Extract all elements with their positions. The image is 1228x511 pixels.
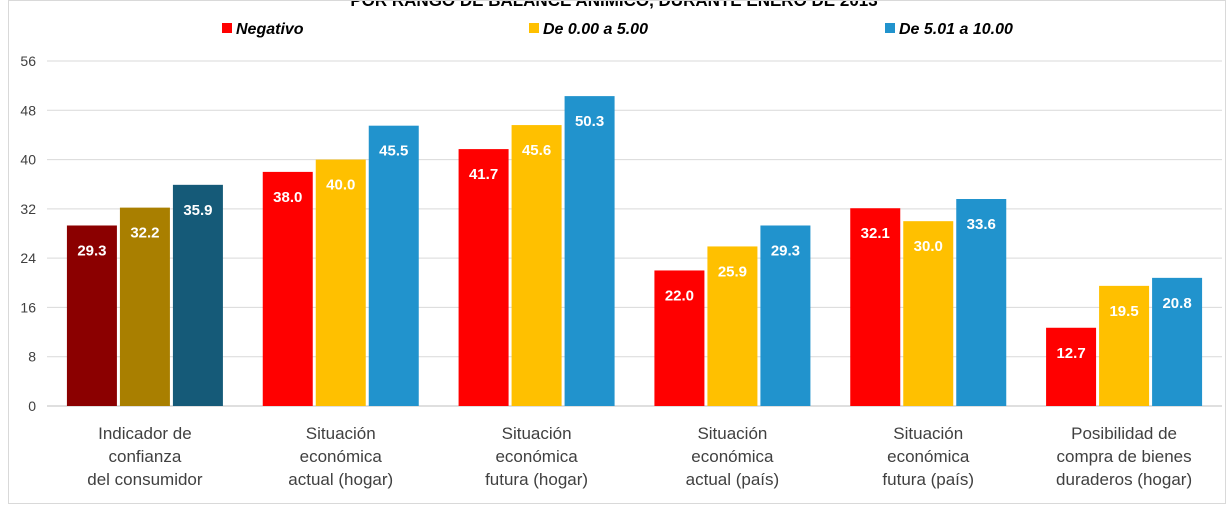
category-label: económica	[495, 447, 578, 466]
category-label: Indicador de	[98, 424, 192, 443]
category-label: futura (país)	[882, 470, 974, 489]
category-label: actual (país)	[686, 470, 780, 489]
y-tick-label: 48	[20, 102, 36, 118]
chart-title: POR RANGO DE BALANCE ANIMICO, DURANTE EN…	[350, 0, 877, 10]
chart-frame	[8, 0, 1226, 504]
legend-label: De 5.01 a 10.00	[899, 21, 1013, 38]
category-labels: Indicador de confianza del consumidor Situa…	[87, 424, 1192, 489]
bar	[368, 125, 419, 406]
bar-value-label: 33.6	[967, 216, 996, 233]
bar-value-label: 29.3	[771, 242, 800, 259]
bar-value-label: 45.6	[522, 142, 551, 159]
legend-swatch	[222, 23, 232, 33]
bar-value-label: 45.5	[379, 143, 408, 160]
bar	[458, 149, 509, 407]
legend-swatch	[885, 23, 895, 33]
y-tick-label: 32	[20, 201, 36, 217]
legend-swatch	[529, 23, 539, 33]
legend: Negativo De 0.00 a 5.00 De 5.01 a 10.00	[222, 21, 1013, 38]
y-axis-ticks: 0 8 16 24 32 40 48 56	[20, 53, 36, 414]
bar-value-label: 30.0	[914, 238, 943, 255]
y-tick-label: 40	[20, 152, 36, 168]
bar-value-label: 38.0	[273, 189, 302, 206]
category-label: confianza	[109, 447, 182, 466]
y-tick-label: 16	[20, 299, 36, 315]
bar-value-label: 35.9	[183, 202, 212, 219]
bar-value-label: 20.8	[1162, 295, 1191, 312]
bar-value-label: 41.7	[469, 166, 498, 183]
value-labels: 29.3 32.2 35.9 38.0 40.0 45.5 41.7 45.6 50.3 22.0…	[77, 113, 1191, 362]
bar	[66, 225, 117, 406]
bar	[564, 96, 615, 406]
category-label: económica	[691, 447, 774, 466]
bar	[1046, 327, 1097, 406]
bars	[66, 96, 1203, 407]
category-label: Posibilidad de	[1071, 424, 1177, 443]
bar-value-label: 29.3	[77, 242, 106, 259]
bar	[172, 184, 223, 406]
bar	[654, 270, 705, 406]
y-tick-label: 56	[20, 53, 36, 69]
bar	[903, 221, 954, 406]
category-label: Situación	[306, 424, 376, 443]
bar-value-label: 19.5	[1109, 303, 1138, 320]
bar-value-label: 32.1	[861, 225, 890, 242]
category-label: económica	[300, 447, 383, 466]
category-label: Situación	[502, 424, 572, 443]
category-label: del consumidor	[87, 470, 203, 489]
bar-value-label: 22.0	[665, 287, 694, 304]
bar-value-label: 50.3	[575, 113, 604, 130]
y-tick-label: 0	[28, 398, 36, 414]
bar	[707, 246, 758, 406]
y-tick-label: 8	[28, 349, 36, 365]
bar	[1099, 285, 1150, 406]
category-label: Situación	[893, 424, 963, 443]
legend-label: Negativo	[236, 21, 304, 38]
bar	[315, 159, 366, 406]
bar-value-label: 40.0	[326, 177, 355, 194]
legend-label: De 0.00 a 5.00	[543, 21, 648, 38]
category-label: económica	[887, 447, 970, 466]
bar	[956, 199, 1007, 406]
category-label: compra de bienes	[1057, 447, 1192, 466]
bar	[1152, 277, 1203, 406]
gridlines	[47, 60, 1222, 407]
bar	[760, 225, 811, 406]
category-label: actual (hogar)	[288, 470, 393, 489]
y-tick-label: 24	[20, 250, 36, 266]
category-label: futura (hogar)	[485, 470, 588, 489]
bar	[511, 125, 562, 407]
bar	[119, 207, 170, 406]
category-label: Situación	[697, 424, 767, 443]
bar	[850, 208, 901, 406]
bar-value-label: 32.2	[130, 225, 159, 242]
bar-value-label: 25.9	[718, 263, 747, 280]
bar	[262, 171, 313, 406]
category-label: duraderos (hogar)	[1056, 470, 1192, 489]
bar-value-label: 12.7	[1056, 345, 1085, 362]
